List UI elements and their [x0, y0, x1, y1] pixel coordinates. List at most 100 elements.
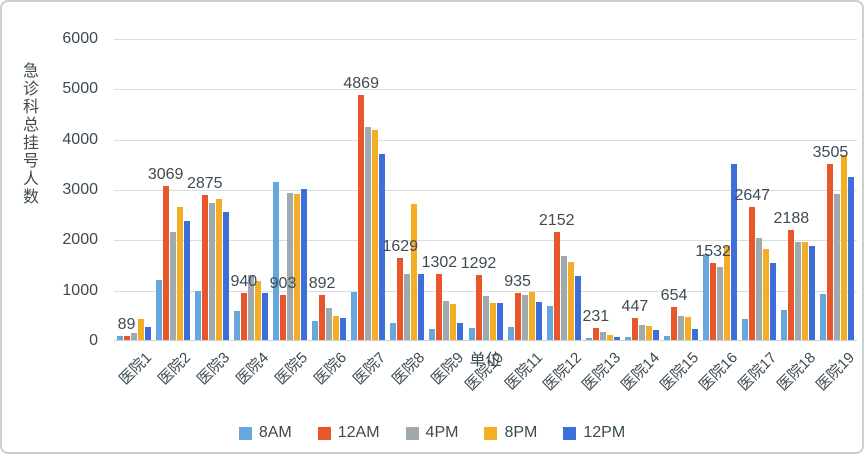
- bar-8AM-医院19: [820, 293, 827, 340]
- bar-4PM-医院3: [208, 203, 215, 340]
- bar-8AM-医院11: [507, 326, 514, 340]
- value-label-医院12: 2152: [538, 211, 575, 229]
- bar-8PM-医院15: [685, 317, 692, 340]
- bar-4PM-医院5: [286, 193, 293, 340]
- bar-12PM-医院11: [535, 301, 542, 340]
- bar-8AM-医院9: [429, 328, 436, 340]
- value-label-医院4: 940: [230, 272, 258, 290]
- bar-12PM-医院8: [418, 273, 425, 340]
- bar-8PM-医院4: [254, 281, 261, 340]
- bar-8AM-医院18: [781, 310, 788, 340]
- bar-8AM-医院8: [390, 322, 397, 340]
- legend-label: 12PM: [583, 424, 626, 441]
- value-label-医院17: 2647: [734, 186, 771, 204]
- value-label-医院2: 3069: [147, 165, 184, 183]
- bar-12PM-医院3: [222, 211, 229, 340]
- bar-12PM-医院10: [496, 303, 503, 340]
- value-label-医院10: 1292: [460, 254, 497, 272]
- bar-12AM-医院15: [671, 307, 678, 340]
- legend-label: 8AM: [258, 424, 292, 441]
- bar-8PM-医院6: [333, 316, 340, 340]
- legend-swatch-icon: [563, 426, 577, 440]
- legend-item-12PM: 12PM: [563, 424, 625, 442]
- gridline-2000: [114, 240, 857, 242]
- bar-12AM-医院11: [514, 292, 521, 340]
- y-tick-label: 5000: [62, 80, 98, 98]
- bar-8AM-医院1: [116, 335, 123, 340]
- bar-12AM-医院18: [788, 229, 795, 340]
- bar-8AM-医院13: [585, 338, 592, 340]
- legend-swatch-icon: [405, 426, 419, 440]
- bar-4PM-医院15: [678, 315, 685, 340]
- value-label-医院1: 89: [117, 315, 136, 333]
- y-tick-label: 3000: [62, 181, 98, 198]
- bar-4PM-医院2: [169, 231, 176, 340]
- bar-8AM-医院15: [664, 336, 671, 340]
- bar-12AM-医院6: [319, 295, 326, 340]
- bar-4PM-医院17: [756, 237, 763, 340]
- bar-12AM-医院8: [397, 258, 404, 340]
- bar-8AM-医院12: [546, 305, 553, 340]
- bar-12AM-医院1: [123, 335, 130, 340]
- bar-8PM-医院14: [645, 325, 652, 340]
- bar-8PM-医院16: [724, 245, 731, 340]
- legend-item-4PM: 4PM: [405, 424, 458, 442]
- value-label-医院8: 1629: [382, 238, 419, 255]
- bar-8AM-医院3: [194, 291, 201, 340]
- bar-12PM-医院5: [300, 189, 307, 340]
- bar-4PM-医院8: [404, 274, 411, 340]
- legend-label: 8PM: [504, 424, 538, 441]
- bar-4PM-医院16: [717, 266, 724, 340]
- bar-12AM-医院14: [631, 317, 638, 340]
- bar-8AM-医院2: [155, 279, 162, 340]
- bar-12PM-医院9: [457, 322, 464, 340]
- bar-8AM-医院5: [272, 182, 279, 340]
- bar-4PM-医院11: [521, 295, 528, 340]
- legend: 8AM 12AM 4PM 8PM 12PM: [2, 424, 862, 442]
- bar-8AM-医院14: [624, 337, 631, 340]
- bar-8PM-医院10: [489, 303, 496, 340]
- bar-8PM-医院3: [215, 198, 222, 340]
- bar-8AM-医院6: [312, 321, 319, 340]
- bar-12PM-医院16: [731, 163, 738, 340]
- bar-8PM-医院2: [176, 207, 183, 340]
- y-tick-label: 2000: [62, 231, 98, 249]
- value-label-医院19: 3505: [812, 143, 849, 161]
- bar-12AM-医院5: [279, 294, 286, 340]
- value-label-医院6: 892: [308, 275, 336, 293]
- bar-12AM-医院17: [749, 206, 756, 340]
- bar-4PM-医院18: [795, 242, 802, 340]
- value-label-医院5: 903: [269, 274, 297, 292]
- y-tick-label: 6000: [62, 30, 98, 47]
- bar-4PM-医院12: [560, 255, 567, 340]
- legend-swatch-icon: [484, 426, 498, 440]
- value-label-医院18: 2188: [773, 209, 810, 227]
- bar-8AM-医院17: [742, 318, 749, 340]
- bar-12AM-医院12: [553, 231, 560, 340]
- gridline-1000: [114, 290, 857, 292]
- legend-item-8AM: 8AM: [238, 424, 292, 442]
- bar-4PM-医院9: [443, 300, 450, 340]
- value-label-医院14: 447: [621, 297, 649, 315]
- plot-area: [114, 39, 857, 341]
- legend-swatch-icon: [238, 426, 252, 440]
- value-label-医院13: 231: [582, 308, 610, 326]
- bar-4PM-医院6: [326, 307, 333, 340]
- bar-12AM-医院16: [710, 262, 717, 340]
- bar-4PM-医院1: [130, 332, 137, 340]
- bar-4PM-医院10: [482, 295, 489, 340]
- bar-12PM-医院12: [574, 276, 581, 340]
- value-label-医院7: 4869: [343, 74, 379, 92]
- gridline-5000: [114, 89, 857, 91]
- bar-12PM-医院14: [652, 330, 659, 340]
- legend-item-8PM: 8PM: [484, 424, 537, 442]
- bar-12PM-医院4: [261, 293, 268, 340]
- bar-12PM-医院13: [613, 336, 620, 340]
- y-tick-label: 4000: [62, 130, 98, 148]
- bar-8PM-医院13: [606, 334, 613, 340]
- bar-12AM-医院4: [240, 292, 247, 340]
- bar-12PM-医院7: [379, 153, 386, 340]
- bar-12AM-医院3: [201, 195, 208, 340]
- bar-12PM-医院2: [183, 221, 190, 340]
- bar-8PM-医院1: [137, 318, 144, 340]
